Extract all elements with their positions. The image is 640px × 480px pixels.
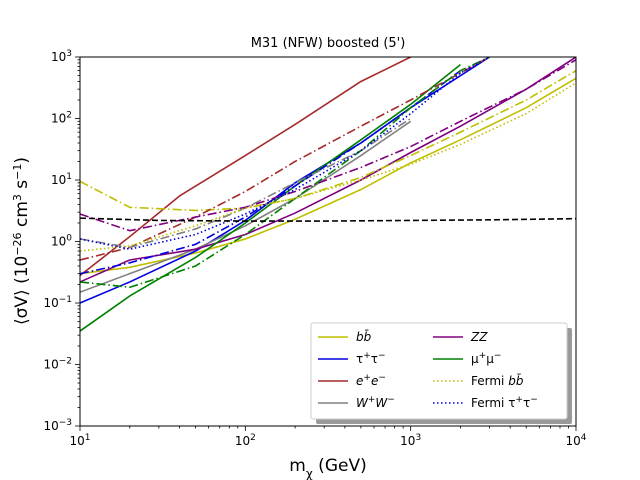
- x-tick-label: 101: [69, 433, 90, 448]
- series-line-ZZ: [80, 57, 576, 283]
- x-tick-label: 103: [400, 433, 421, 448]
- series-line-ee-dashdot: [80, 57, 490, 261]
- legend-label-fermi-bb: Fermi bb̄: [471, 374, 524, 388]
- y-tick-label: 103: [51, 49, 72, 64]
- x-tick-label: 102: [235, 433, 256, 448]
- y-tick-label: 10−2: [43, 357, 72, 372]
- tick-layer: 101 102 103 104 10−3 10−2 10−1 100 101 102 103: [43, 49, 586, 448]
- legend-label-fermi-tautau: Fermi τ+τ−: [471, 395, 538, 410]
- series-line-ee: [80, 57, 413, 277]
- legend-label-mumu: μ+μ−: [471, 351, 501, 366]
- x-axis-title: mχ (GeV): [289, 456, 366, 480]
- series-line-thermal-relic: [80, 217, 576, 222]
- series-line-WW: [80, 120, 412, 293]
- series-layer: [80, 57, 576, 332]
- y-tick-label: 10−3: [43, 418, 72, 433]
- y-tick-label: 100: [51, 234, 72, 249]
- series-line-ZZ-dashdot: [80, 59, 576, 232]
- y-axis-title: ⟨σV⟩ (10−26 cm3 s−1): [11, 157, 33, 325]
- x-tick-label: 104: [565, 433, 586, 448]
- series-line-fermi-bb: [80, 82, 576, 252]
- y-tick-label: 10−1: [43, 295, 72, 310]
- series-line-mumu-dashdot: [80, 57, 490, 289]
- chart-title: M31 (NFW) boosted (5'): [251, 36, 406, 51]
- series-line-tautau-dashdot: [80, 69, 461, 275]
- series-line-fermi-tautau: [80, 57, 490, 250]
- series-line-mumu: [80, 64, 461, 332]
- series-line-bb: [80, 77, 576, 275]
- y-tick-label: 102: [51, 111, 72, 126]
- legend-box: [310, 322, 568, 420]
- legend-label-bb: bb̄: [356, 330, 372, 344]
- legend-label-WW: W+W−: [356, 395, 395, 410]
- series-line-bb-dashdot: [80, 69, 576, 212]
- y-tick-label: 101: [51, 172, 72, 187]
- legend: bb̄ τ+τ− e+e− W+W− ZZ μ+μ− Fermi bb̄ Fer…: [310, 322, 572, 424]
- series-line-WW-dashdot: [80, 117, 412, 249]
- legend-label-ZZ: ZZ: [470, 330, 488, 344]
